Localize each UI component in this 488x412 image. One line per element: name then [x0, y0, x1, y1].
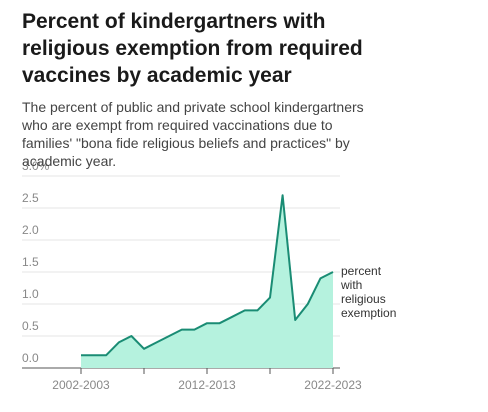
y-tick-label: 3.0%	[22, 159, 50, 173]
chart-title: Percent of kindergartners with religious…	[22, 10, 363, 87]
chart-subtitle: The percent of public and private school…	[22, 99, 364, 169]
x-tick-label: 2012-2013	[178, 378, 236, 392]
area	[81, 195, 333, 368]
y-tick-label: 1.5	[22, 255, 39, 269]
y-tick-label: 1.0	[22, 287, 39, 301]
y-tick-label: 2.0	[22, 223, 39, 237]
y-tick-label: 0.0	[22, 351, 39, 365]
line	[81, 194, 334, 357]
x-tick-label: 2002-2003	[52, 378, 110, 392]
y-tick-label: 0.5	[22, 319, 39, 333]
x-tick-label: 2022-2023	[304, 378, 362, 392]
annotation: percent with religious exemption	[341, 264, 397, 320]
y-tick-label: 2.5	[22, 191, 39, 205]
